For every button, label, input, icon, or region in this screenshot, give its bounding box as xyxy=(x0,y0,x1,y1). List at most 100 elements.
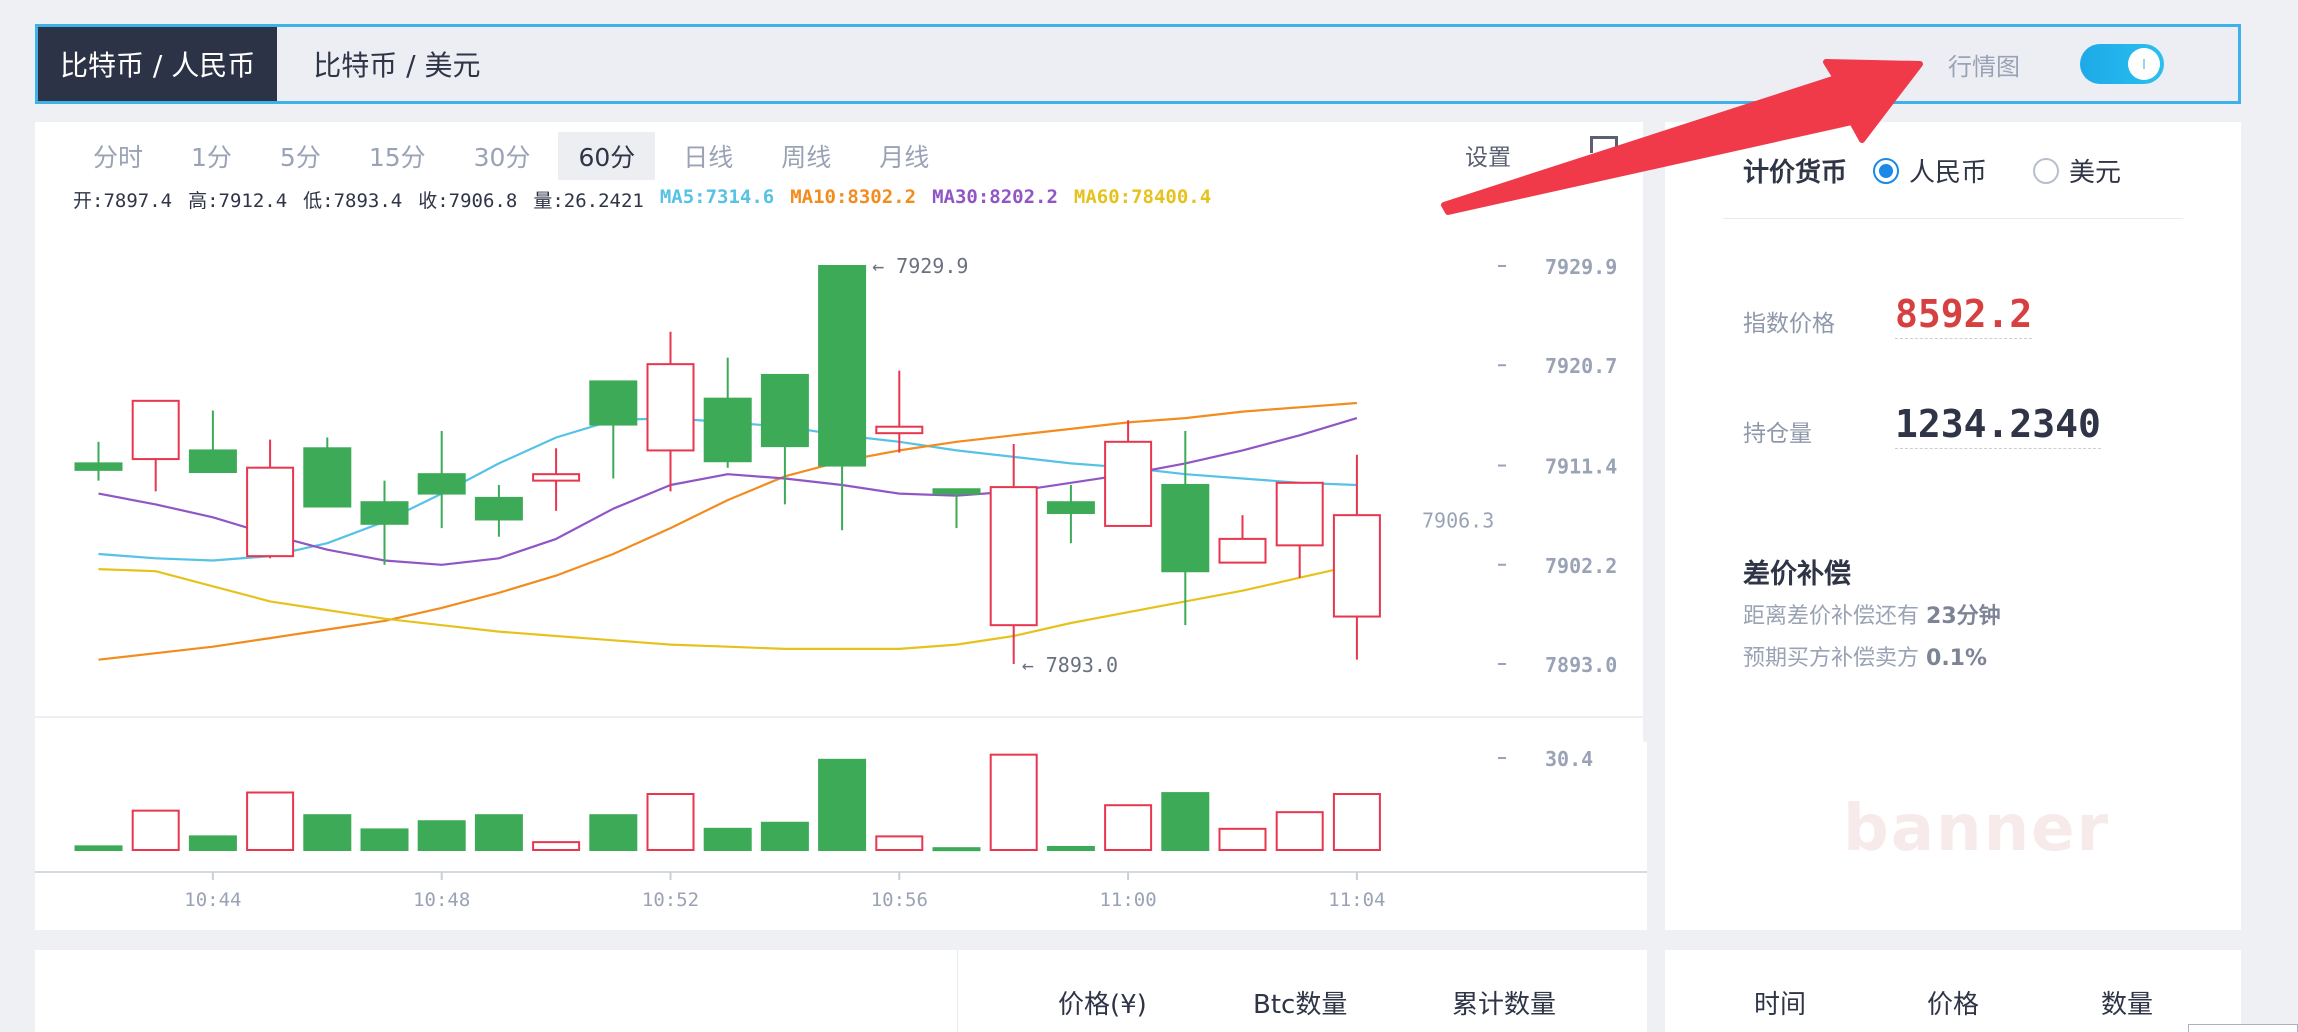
kline-chart-panel: 分时 1分 5分 15分 30分 60分 日线 周线 月线 设置 开:7897.… xyxy=(35,122,1647,930)
pair-tab-btc-cny[interactable]: 比特币 / 人民币 xyxy=(38,27,278,101)
compensation-rate-value: 0.1% xyxy=(1926,646,1988,671)
orderbook-header-amount: Btc数量 xyxy=(1253,990,1348,1020)
volume-bar xyxy=(989,753,1038,852)
candle-down xyxy=(474,496,523,521)
compensation-countdown-label: 距离差价补偿还有 xyxy=(1743,604,1920,629)
candle-up xyxy=(1332,514,1381,618)
candle-up xyxy=(875,425,924,435)
volume-bar xyxy=(74,845,123,851)
ohlc-info-row: 开:7897.4 高:7912.4 低:7893.4 收:7906.8 量:26… xyxy=(73,186,1211,213)
pair-tab-btc-usd[interactable]: 比特币 / 美元 xyxy=(313,49,481,82)
open-interest-value: 1234.2340 xyxy=(1895,402,2101,449)
period-tab-5m[interactable]: 5分 xyxy=(279,143,321,172)
market-chart-label: 行情图 xyxy=(1948,52,2020,81)
candle-down xyxy=(1046,501,1095,514)
volume-bar xyxy=(246,791,295,851)
compensation-countdown: 距离差价补偿还有 23分钟 xyxy=(1743,598,2001,630)
trades-header-time: 时间 xyxy=(1754,990,1807,1020)
radio-checked-icon[interactable] xyxy=(1873,157,1900,184)
candle-down xyxy=(74,462,123,471)
toggle-knob xyxy=(2128,48,2160,80)
orderbook-header-price: 价格(¥) xyxy=(1058,990,1147,1020)
ohlc-open: 开:7897.4 xyxy=(73,190,173,212)
period-tab-time[interactable]: 分时 xyxy=(93,143,144,172)
orderbook-header-total: 累计数量 xyxy=(1452,990,1557,1020)
price-tick-label: 7929.9 xyxy=(1545,255,1617,279)
ohlc-close: 收:7906.8 xyxy=(418,190,518,212)
candle-up xyxy=(1275,481,1324,547)
candle-up xyxy=(246,466,295,558)
period-tabs: 分时 1分 5分 15分 30分 60分 日线 周线 月线 xyxy=(73,132,957,180)
price-tick-label: 7911.4 xyxy=(1545,455,1617,479)
ma10-value: MA10:8302.2 xyxy=(790,186,917,208)
time-tick-label: 10:48 xyxy=(413,889,470,911)
low-price-marker: ← 7893.0 xyxy=(1022,653,1118,677)
price-tick-label: 7920.7 xyxy=(1545,354,1617,378)
volume-bar xyxy=(188,835,237,852)
compensation-title: 差价补偿 xyxy=(1743,559,1851,590)
ohlc-high: 高:7912.4 xyxy=(188,190,288,212)
volume-bar xyxy=(932,847,981,852)
candle-up xyxy=(1218,537,1267,564)
volume-bar xyxy=(703,827,752,852)
ohlc-low: 低:7893.4 xyxy=(303,190,403,212)
time-tick-label: 10:52 xyxy=(642,889,699,911)
candle-up xyxy=(131,399,180,461)
floating-widget-edge xyxy=(2188,1024,2298,1032)
candle-up xyxy=(532,473,581,482)
period-tab-30m[interactable]: 30分 xyxy=(473,143,531,172)
candle-down xyxy=(360,501,409,525)
candle-down xyxy=(188,449,237,474)
volume-bar xyxy=(303,814,352,852)
compensation-rate-label: 预期买方补偿卖方 xyxy=(1743,646,1920,671)
compensation-rate: 预期买方补偿卖方 0.1% xyxy=(1743,640,1987,672)
volume-tick-label: 30.4 xyxy=(1545,747,1593,771)
radio-unchecked-icon[interactable] xyxy=(2033,157,2060,184)
currency-option-cny[interactable]: 人民币 xyxy=(1873,152,1987,189)
market-chart-toggle-group: 行情图 xyxy=(1948,27,2164,101)
index-price-label: 指数价格 xyxy=(1743,311,1835,337)
info-side-panel: 计价货币 人民币 美元 指数价格 8592.2 持仓量 1234.2340 差价… xyxy=(1665,122,2241,930)
last-price-label: 7906.3 xyxy=(1422,509,1494,533)
volume-bar xyxy=(1161,792,1210,852)
compensation-countdown-value: 23分钟 xyxy=(1926,604,2001,629)
volume-bar xyxy=(875,835,924,852)
candle-down xyxy=(703,397,752,463)
currency-option-usd[interactable]: 美元 xyxy=(2033,152,2121,189)
open-interest-label: 持仓量 xyxy=(1743,421,1812,447)
market-chart-toggle[interactable] xyxy=(2080,44,2164,84)
ma5-value: MA5:7314.6 xyxy=(659,186,775,208)
trades-panel: 时间 价格 数量 xyxy=(1665,950,2241,1032)
volume-bar xyxy=(1046,845,1095,852)
period-tab-1m[interactable]: 1分 xyxy=(191,143,232,172)
candle-down xyxy=(589,380,638,426)
period-tab-day[interactable]: 日线 xyxy=(683,143,734,172)
kline-chart[interactable]: 7929.9 7920.7 7911.4 7902.2 7893.0 30.4 10:44 1… xyxy=(35,122,1647,930)
time-tick-label: 10:44 xyxy=(184,889,241,911)
ma60-line xyxy=(98,563,1358,651)
currency-option-label: 美元 xyxy=(2069,158,2122,188)
volume-bar xyxy=(474,814,523,852)
volume-bar xyxy=(818,758,867,852)
pricing-currency-title: 计价货币 xyxy=(1743,158,1848,188)
period-tab-60m[interactable]: 60分 xyxy=(558,132,656,180)
period-tab-15m[interactable]: 15分 xyxy=(368,143,426,172)
ma30-value: MA30:8202.2 xyxy=(932,186,1058,208)
pricing-currency-row: 计价货币 人民币 美元 xyxy=(1743,152,2167,189)
trades-header-price: 价格 xyxy=(1927,990,1980,1020)
currency-option-label: 人民币 xyxy=(1909,158,1988,188)
pair-bar: 比特币 / 人民币 比特币 / 美元 行情图 xyxy=(35,24,2241,104)
volume-bar xyxy=(417,820,466,851)
chart-scrollbar[interactable] xyxy=(1643,122,1647,742)
candle-up xyxy=(989,486,1038,627)
candle-up xyxy=(1104,440,1153,527)
period-tab-month[interactable]: 月线 xyxy=(879,143,930,172)
price-tick-label: 7893.0 xyxy=(1545,653,1617,677)
time-tick-label: 11:04 xyxy=(1328,889,1385,911)
ma10-line xyxy=(98,401,1357,661)
candle-down xyxy=(1161,483,1210,573)
candle-down xyxy=(932,488,981,495)
volume-bar xyxy=(131,809,180,852)
period-tab-week[interactable]: 周线 xyxy=(781,143,832,172)
candle-down xyxy=(818,265,867,467)
